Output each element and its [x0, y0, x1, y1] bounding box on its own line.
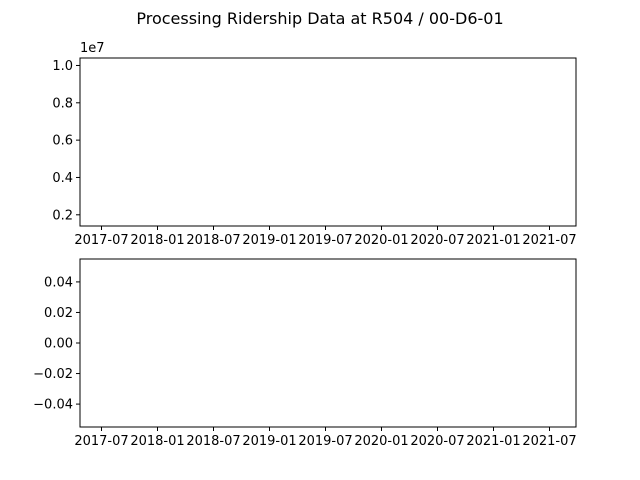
top-y-tick-label: 0.2	[52, 208, 73, 223]
top-x-tick-label: 2021-01	[466, 233, 520, 248]
top-y-offset-label: 1e7	[80, 41, 105, 56]
top-x-tick-label: 2019-01	[242, 233, 296, 248]
bottom-x-tick-label: 2019-07	[298, 434, 352, 449]
top-x-tick-label: 2019-07	[298, 233, 352, 248]
bottom-y-tick-label: −0.04	[33, 398, 73, 413]
top-x-tick-label: 2020-01	[354, 233, 408, 248]
bottom-x-tick-label: 2018-07	[186, 434, 240, 449]
top-x-tick-label: 2018-01	[130, 233, 184, 248]
bottom-y-tick-label: 0.04	[44, 275, 73, 290]
bottom-x-tick-label: 2018-01	[130, 434, 184, 449]
bottom-x-tick-label: 2017-07	[74, 434, 128, 449]
figure-title: Processing Ridership Data at R504 / 00-D…	[136, 9, 503, 28]
top-y-tick-label: 0.6	[52, 134, 73, 149]
top-y-tick-label: 0.8	[52, 96, 73, 111]
top-y-ticks: 0.2 0.4 0.6 0.8 1.0	[52, 59, 80, 223]
bottom-x-tick-label: 2021-07	[522, 434, 576, 449]
bottom-y-tick-label: 0.02	[44, 306, 73, 321]
top-y-tick-label: 0.4	[52, 171, 73, 186]
bottom-axes: 2017-07 2018-01 2018-07 2019-01 2019-07 2020-…	[33, 258, 577, 449]
bottom-x-ticks: 2017-07 2018-01 2018-07 2019-01 2019-07 2020-…	[74, 427, 577, 449]
bottom-y-tick-label: 0.00	[44, 337, 73, 352]
bottom-x-tick-label: 2021-01	[466, 434, 520, 449]
top-axes: 1e7 2017-07 2018-01 2018-07 2019-01 2019-07 2…	[52, 41, 576, 248]
bottom-y-ticks: 0.04 0.02 0.00 −0.02 −0.04	[33, 275, 80, 413]
top-x-tick-label: 2018-07	[186, 233, 240, 248]
top-x-tick-label: 2020-07	[410, 233, 464, 248]
top-plot-frame	[79, 57, 577, 227]
top-y-tick-label: 1.0	[52, 59, 73, 74]
bottom-y-tick-label: −0.02	[33, 367, 73, 382]
bottom-x-tick-label: 2020-01	[354, 434, 408, 449]
top-x-tick-label: 2021-07	[522, 233, 576, 248]
bottom-x-tick-label: 2019-01	[242, 434, 296, 449]
top-x-ticks: 2017-07 2018-01 2018-07 2019-01 2019-07 2020-…	[74, 226, 577, 248]
bottom-x-tick-label: 2020-07	[410, 434, 464, 449]
top-x-tick-label: 2017-07	[74, 233, 128, 248]
